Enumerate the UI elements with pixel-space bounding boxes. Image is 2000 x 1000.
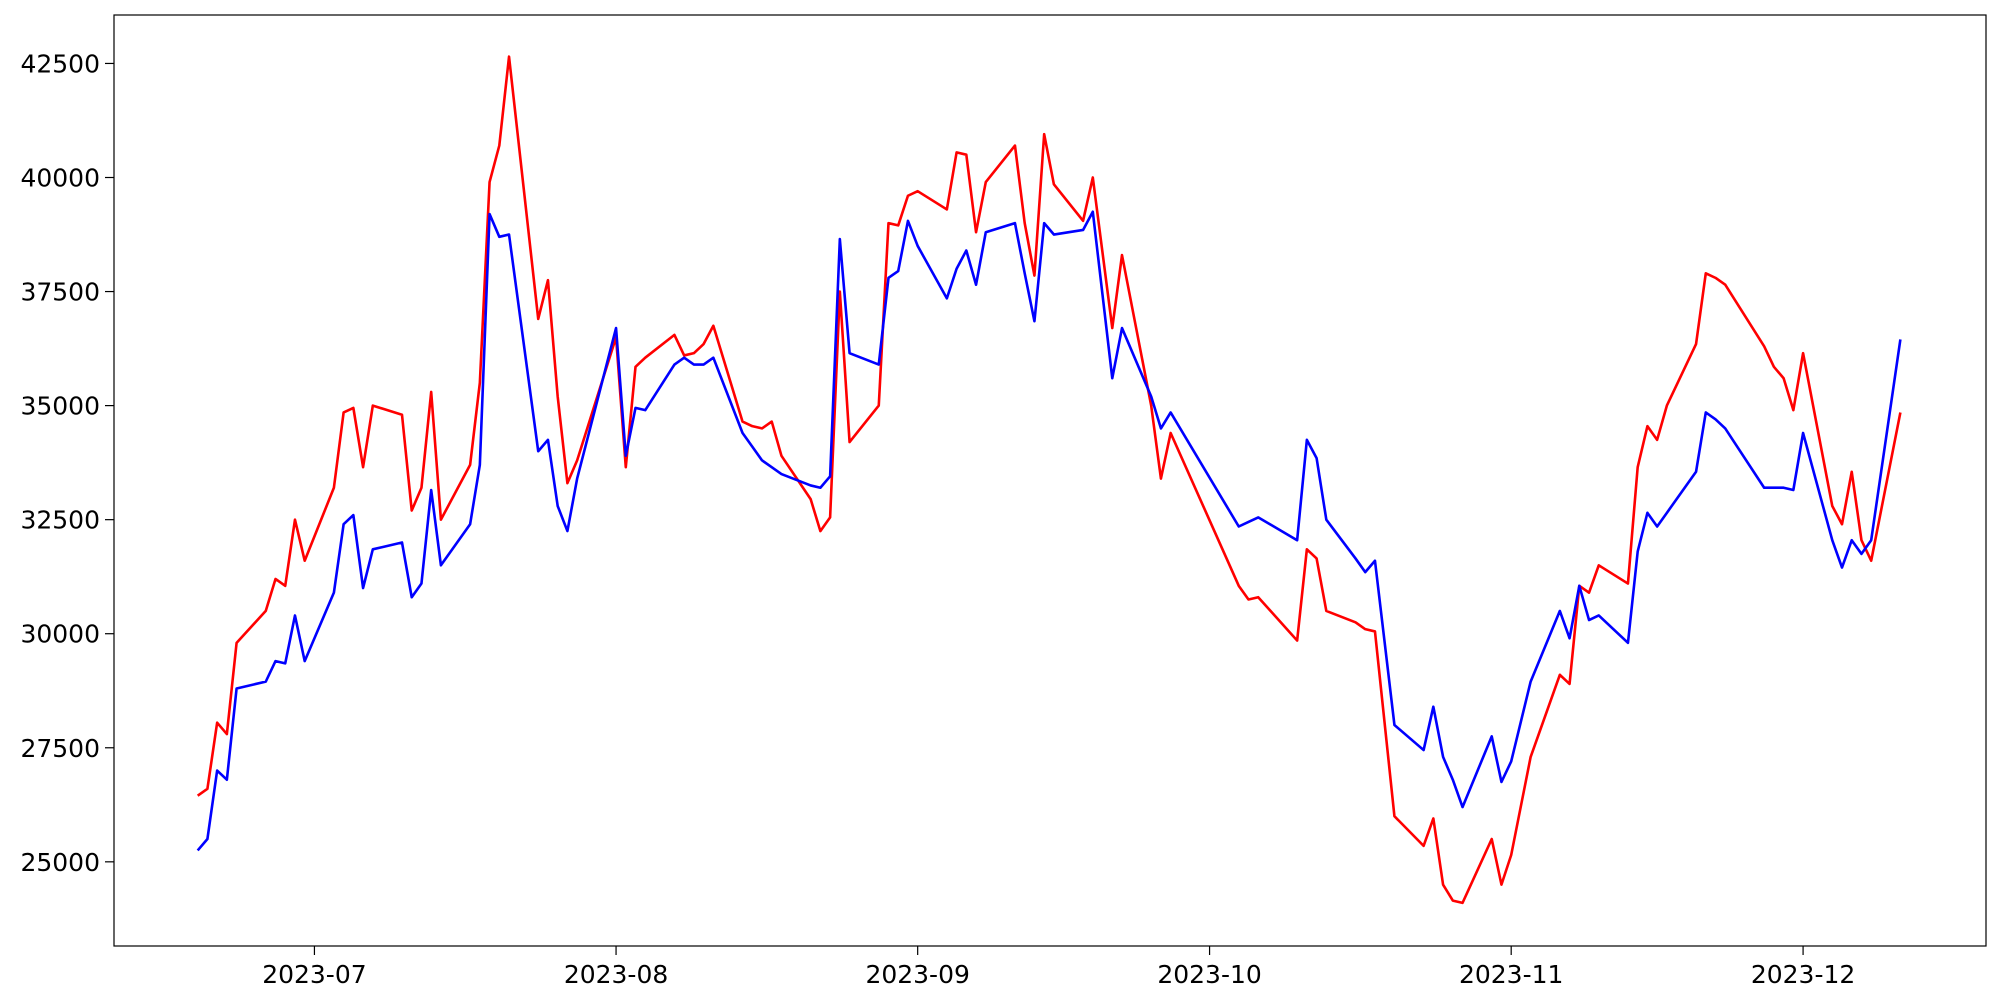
y-tick-label: 32500 <box>20 506 100 535</box>
y-tick-label: 27500 <box>20 734 100 763</box>
series-line <box>196 55 1902 905</box>
x-tick-label: 2023-08 <box>564 960 668 989</box>
plot-frame <box>113 14 1987 947</box>
x-tick-label: 2023-10 <box>1157 960 1261 989</box>
y-tick-label: 30000 <box>20 620 100 649</box>
series-line <box>196 210 1902 852</box>
x-tick-label: 2023-07 <box>262 960 366 989</box>
x-tick-label: 2023-09 <box>865 960 969 989</box>
x-tick-label: 2023-12 <box>1751 960 1855 989</box>
x-tick-label: 2023-11 <box>1459 960 1563 989</box>
y-tick-label: 37500 <box>20 278 100 307</box>
y-tick-label: 35000 <box>20 392 100 421</box>
y-tick-label: 25000 <box>20 848 100 877</box>
y-tick-label: 40000 <box>20 164 100 193</box>
y-tick-label: 42500 <box>20 49 100 78</box>
